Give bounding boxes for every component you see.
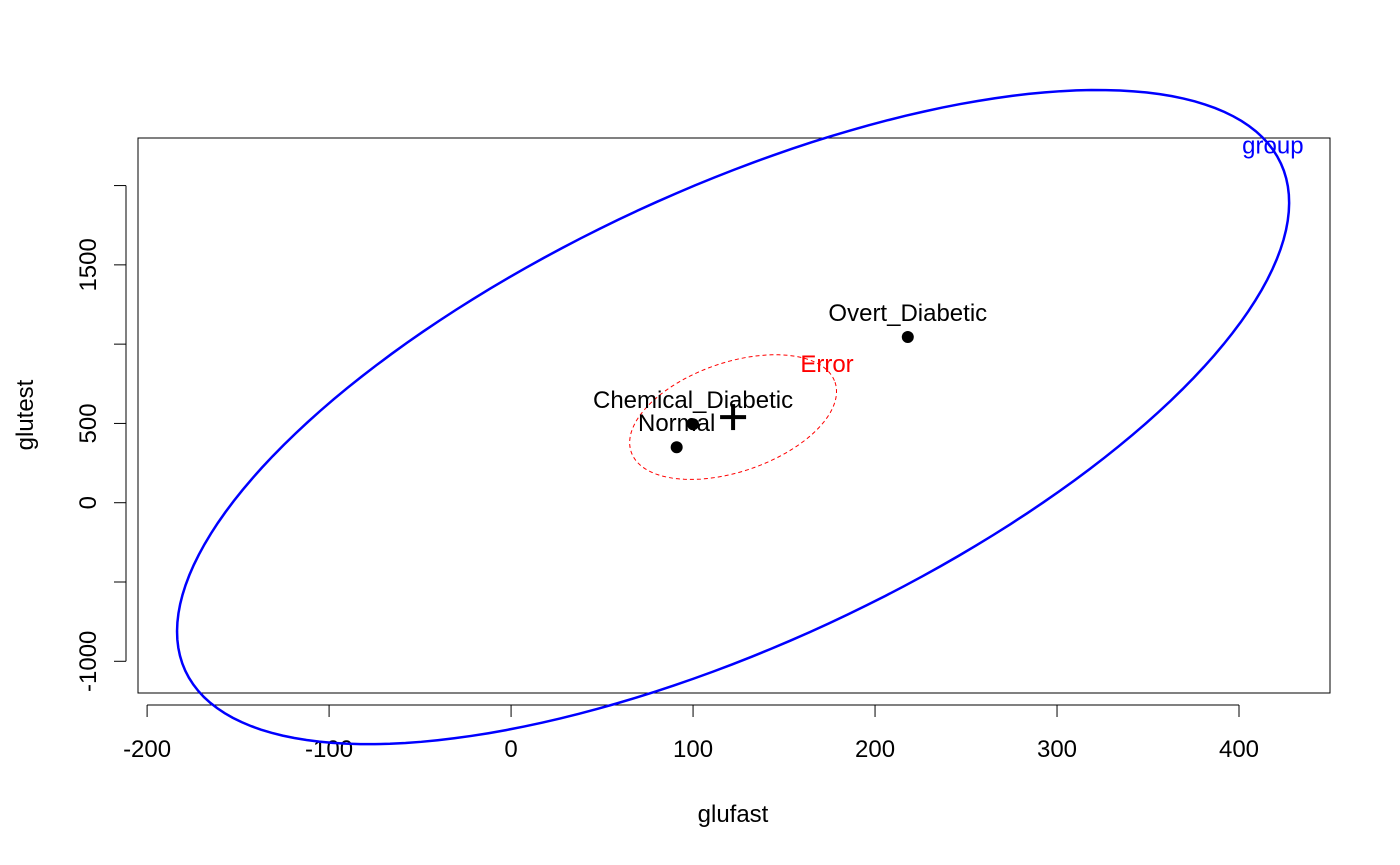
y-tick-label: 500 (75, 403, 102, 443)
ellipse-label-group: group (1242, 132, 1303, 159)
x-axis: -200 -100 0 100 200 300 400 (123, 704, 1259, 763)
y-tick-label: 0 (75, 496, 102, 509)
x-tick-label: -200 (123, 736, 171, 763)
x-tick-label: 300 (1037, 736, 1077, 763)
x-axis-title: glufast (698, 801, 769, 828)
ellipse-group (175, 88, 1291, 746)
point-label-normal: Normal (638, 410, 715, 437)
ellipse-label-error: Error (800, 351, 853, 378)
point-normal (670, 441, 683, 454)
ellipses: group Error (175, 88, 1304, 746)
x-tick-label: 0 (504, 736, 517, 763)
plot-frame (137, 137, 1331, 694)
y-axis-title: glutest (12, 379, 39, 450)
x-tick-label: 400 (1219, 736, 1259, 763)
y-tick-label: 1500 (75, 238, 102, 291)
point-overt_diabetic (901, 331, 914, 344)
point-label-overt_diabetic: Overt_Diabetic (828, 300, 987, 327)
y-tick-label: -1000 (75, 631, 102, 692)
ellipse-error (629, 354, 838, 480)
point-label-chemical_diabetic: Chemical_Diabetic (593, 387, 793, 414)
x-tick-label: 200 (855, 736, 895, 763)
x-tick-label: 100 (673, 736, 713, 763)
y-axis: -1000 0 500 1500 (75, 185, 127, 692)
point-chemical_diabetic (687, 418, 700, 431)
